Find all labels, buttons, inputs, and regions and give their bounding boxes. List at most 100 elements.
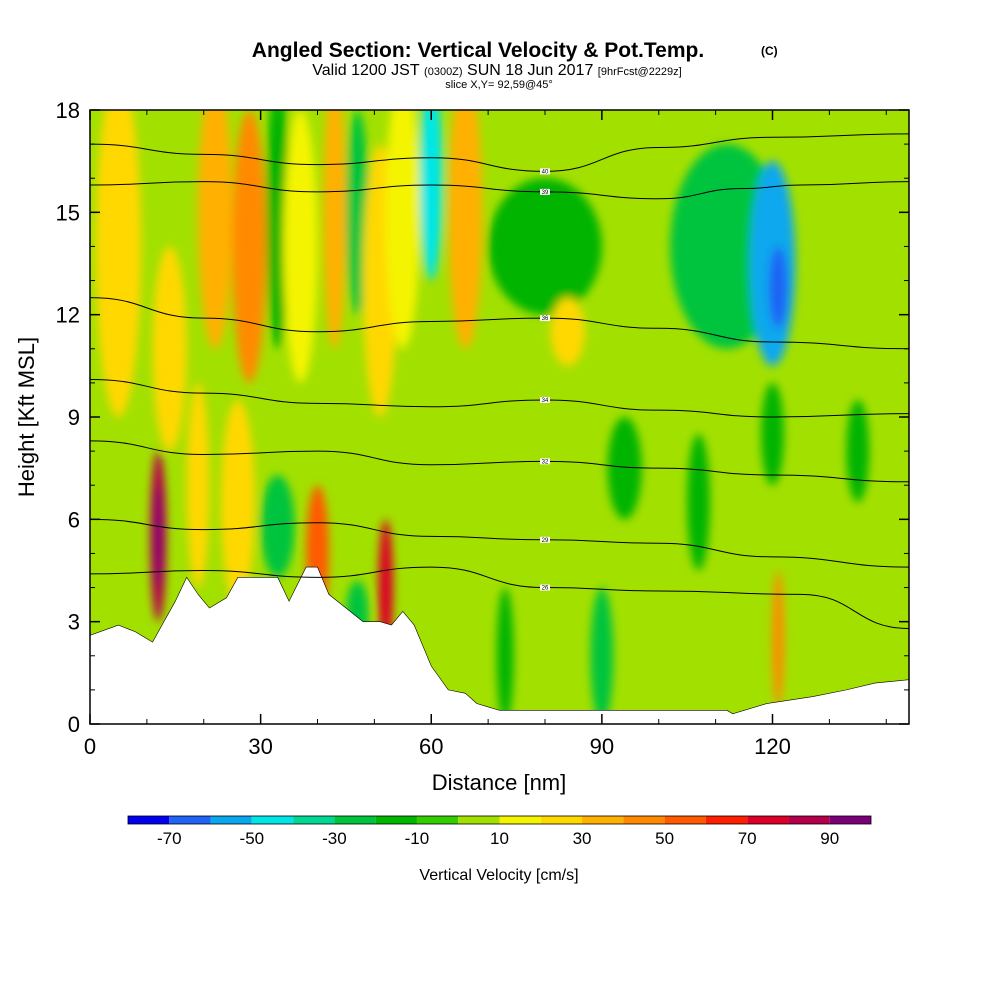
colorbar-tick-label: 10 bbox=[490, 829, 509, 848]
colorbar-swatch bbox=[829, 816, 871, 824]
colorbar-tick-label: -70 bbox=[157, 829, 182, 848]
velocity-cell bbox=[769, 246, 788, 329]
velocity-cell bbox=[266, 110, 290, 349]
y-tick-label: 12 bbox=[56, 303, 80, 328]
colorbar-tick-label: 90 bbox=[820, 829, 839, 848]
velocity-cell bbox=[607, 417, 642, 520]
slice-info: slice X,Y= 92,59@45° bbox=[445, 79, 553, 91]
contour-label: 39 bbox=[542, 190, 549, 196]
x-tick-label: 120 bbox=[754, 734, 791, 759]
y-tick-label: 15 bbox=[56, 200, 80, 225]
chart-title: Angled Section: Vertical Velocity & Pot.… bbox=[252, 39, 704, 62]
colorbar: -70 -50 -30 -10 10 30 50 70 90 bbox=[127, 815, 872, 848]
y-tick-label: 18 bbox=[56, 98, 80, 123]
y-tick-label: 0 bbox=[68, 712, 80, 737]
colorbar-swatch bbox=[375, 816, 417, 824]
contour-label-bg bbox=[540, 536, 550, 543]
x-tick-label: 30 bbox=[248, 734, 272, 759]
contour-label: 36 bbox=[542, 316, 549, 322]
chart-title-suffix: (C) bbox=[761, 44, 778, 58]
velocity-cell bbox=[154, 485, 162, 588]
velocity-cell bbox=[345, 110, 369, 315]
x-axis: 0 30 60 90 120 bbox=[84, 110, 887, 759]
colorbar-swatch bbox=[458, 816, 500, 824]
theta-contour bbox=[90, 566, 909, 629]
contour-label: 32 bbox=[542, 459, 549, 465]
valid-date: SUN 18 Jun 2017 bbox=[467, 62, 593, 79]
forecast-info: [9hrFcst@2229z] bbox=[598, 66, 682, 78]
colorbar-swatch bbox=[623, 816, 665, 824]
colorbar-swatch bbox=[747, 816, 789, 824]
velocity-cell bbox=[496, 587, 514, 724]
velocity-cell bbox=[198, 110, 233, 349]
colorbar-swatch bbox=[582, 816, 624, 824]
colorbar-tick-label: 30 bbox=[573, 829, 592, 848]
colorbar-swatch bbox=[293, 816, 335, 824]
theta-contours: 40 39 36 34 32 29 26 bbox=[90, 133, 909, 629]
contour-label-bg bbox=[540, 168, 550, 175]
colorbar-swatch bbox=[788, 816, 830, 824]
velocity-cell bbox=[772, 570, 784, 707]
velocity-cell bbox=[419, 110, 443, 281]
contour-label-bg bbox=[540, 458, 550, 465]
theta-contour bbox=[90, 518, 909, 568]
velocity-cell bbox=[283, 110, 318, 383]
colorbar-swatch bbox=[169, 816, 211, 824]
velocity-cell bbox=[186, 382, 210, 588]
colorbar-tick-label: -10 bbox=[405, 829, 430, 848]
colorbar-swatch bbox=[128, 816, 170, 824]
colorbar-swatch bbox=[334, 816, 376, 824]
colorbar-tick-label: -50 bbox=[240, 829, 265, 848]
colorbar-swatch bbox=[416, 816, 459, 824]
contour-label-bg bbox=[540, 188, 550, 195]
velocity-cell bbox=[550, 297, 585, 366]
y-tick-label: 3 bbox=[68, 610, 80, 635]
colorbar-swatch bbox=[499, 816, 541, 824]
terrain bbox=[90, 566, 909, 724]
theta-contour bbox=[90, 297, 909, 350]
y-axis-label: Height [Kft MSL] bbox=[14, 337, 39, 497]
valid-time-local: Valid 1200 JST bbox=[312, 62, 420, 79]
velocity-cell bbox=[220, 399, 255, 605]
contour-label-bg bbox=[540, 584, 550, 591]
terrain-ground bbox=[90, 566, 909, 724]
x-tick-label: 90 bbox=[590, 734, 614, 759]
colorbar-swatch bbox=[664, 816, 706, 824]
colorbar-swatch bbox=[210, 816, 252, 824]
x-tick-label: 0 bbox=[84, 734, 96, 759]
theta-contour bbox=[90, 133, 909, 172]
contour-label: 40 bbox=[542, 169, 549, 175]
x-axis-label: Distance [nm] bbox=[432, 770, 567, 795]
velocity-cell bbox=[232, 110, 267, 383]
y-tick-label: 9 bbox=[68, 405, 80, 430]
velocity-cell bbox=[590, 587, 614, 724]
contour-label-bg bbox=[540, 396, 550, 403]
colorbar-swatch bbox=[540, 816, 583, 824]
contour-label: 34 bbox=[542, 398, 549, 404]
velocity-cell bbox=[323, 110, 346, 349]
x-tick-label: 60 bbox=[419, 734, 443, 759]
velocity-cells bbox=[95, 110, 870, 724]
contour-label: 26 bbox=[542, 586, 549, 592]
valid-time-line: Valid 1200 JST (0300Z) SUN 18 Jun 2017 [… bbox=[312, 62, 681, 79]
velocity-cell bbox=[687, 434, 710, 571]
colorbar-frame bbox=[127, 815, 872, 825]
colorbar-tick-label: -30 bbox=[322, 829, 347, 848]
velocity-cell bbox=[95, 110, 142, 417]
velocity-cell bbox=[488, 178, 602, 315]
theta-contour bbox=[90, 378, 909, 418]
velocity-cell bbox=[846, 399, 870, 503]
colorbar-tick-label: 70 bbox=[738, 829, 757, 848]
theta-contour bbox=[90, 181, 909, 200]
velocity-cell bbox=[761, 382, 784, 486]
colorbar-swatch bbox=[705, 816, 748, 824]
y-tick-label: 6 bbox=[68, 507, 80, 532]
valid-time-utc: (0300Z) bbox=[424, 66, 463, 78]
colorbar-swatch bbox=[251, 816, 294, 824]
velocity-cell bbox=[448, 110, 483, 349]
velocity-field: 40 39 36 34 32 29 26 bbox=[90, 110, 909, 724]
velocity-cell bbox=[152, 246, 187, 452]
velocity-cell bbox=[378, 519, 394, 656]
colorbar-label: Vertical Velocity [cm/s] bbox=[419, 867, 578, 884]
